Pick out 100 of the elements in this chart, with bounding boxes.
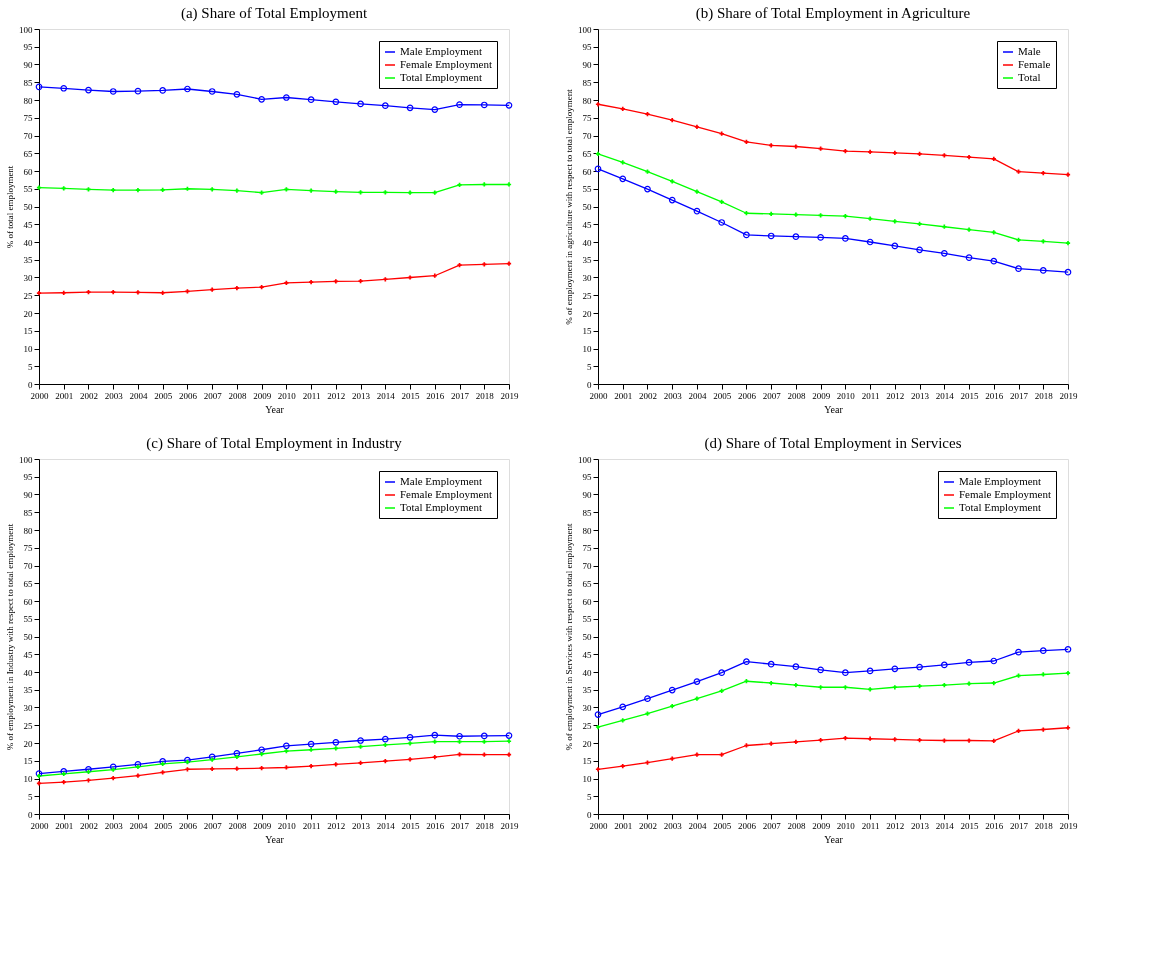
y-tick-label: 45 (582, 649, 592, 660)
point (1016, 169, 1021, 174)
point (432, 739, 437, 744)
point (86, 778, 91, 783)
point (866, 667, 874, 675)
y-tick-label: 35 (23, 685, 33, 696)
y-tick-label: 50 (23, 632, 33, 642)
point (965, 254, 973, 261)
y-tick-label: 90 (23, 490, 33, 500)
y-tick-label: 30 (582, 273, 592, 283)
point (480, 732, 488, 740)
point (718, 669, 726, 677)
x-tick-label: 2004 (688, 820, 707, 831)
point (693, 678, 701, 685)
legend-label: Female Employment (400, 488, 492, 500)
chart-title: (a) Share of Total Employment (180, 5, 368, 22)
point (381, 102, 389, 110)
point (867, 149, 873, 154)
y-tick-label: 40 (23, 237, 33, 248)
x-tick-label: 2007 (203, 390, 223, 401)
point (1041, 239, 1046, 244)
y-tick-label: 35 (582, 255, 592, 266)
point (991, 680, 996, 686)
point (184, 85, 191, 93)
point (817, 666, 824, 674)
x-tick-label: 2012 (327, 390, 346, 401)
point (668, 686, 676, 694)
point (210, 766, 215, 772)
point (916, 246, 923, 254)
point (109, 88, 117, 95)
x-tick-label: 2013 (352, 820, 371, 831)
point (744, 139, 749, 145)
point (135, 188, 141, 193)
legend-label: Male Employment (400, 45, 483, 57)
point (990, 657, 998, 665)
point (258, 746, 265, 754)
point (358, 760, 363, 765)
y-tick-label: 40 (582, 237, 592, 248)
x-tick-label: 2004 (129, 390, 148, 401)
y-tick-label: 85 (582, 507, 592, 518)
x-tick-label: 2018 (475, 390, 495, 401)
x-tick-label: 2004 (129, 820, 148, 831)
x-tick-label: 2014 (935, 390, 955, 401)
point (506, 182, 512, 187)
point (357, 100, 364, 108)
point (1016, 237, 1021, 242)
y-tick-label: 60 (582, 166, 592, 177)
point (358, 278, 363, 284)
point (1015, 265, 1022, 272)
point (595, 724, 601, 730)
x-tick-label: 2008 (228, 390, 247, 401)
point (85, 86, 92, 94)
y-tick-label: 50 (23, 202, 33, 212)
x-tick-label: 2010 (277, 820, 297, 831)
x-axis-title: Year (824, 833, 844, 845)
point (1065, 725, 1071, 730)
y-axis-title: % of employment in agriculture with respect to total employment (564, 88, 574, 325)
legend-label: Female Employment (959, 488, 1051, 500)
y-tick-label: 90 (582, 60, 592, 70)
y-tick-label: 10 (23, 774, 33, 784)
point (718, 219, 726, 226)
point (185, 760, 190, 765)
y-tick-label: 60 (23, 166, 33, 177)
x-tick-label: 2012 (886, 820, 905, 831)
point (619, 703, 627, 711)
x-tick-label: 2007 (762, 390, 782, 401)
point (966, 738, 972, 743)
point (1016, 728, 1021, 734)
point (719, 199, 724, 205)
x-tick-label: 2002 (638, 820, 657, 831)
point (1015, 648, 1022, 656)
y-tick-label: 70 (582, 131, 592, 141)
point (456, 732, 463, 740)
point (966, 681, 972, 686)
y-tick-label: 0 (28, 379, 33, 390)
x-tick-label: 2001 (614, 390, 633, 401)
x-tick-label: 2001 (614, 820, 633, 831)
y-tick-label: 15 (23, 756, 33, 767)
x-tick-label: 2003 (663, 390, 683, 401)
point (620, 160, 625, 165)
x-tick-label: 2008 (787, 820, 806, 831)
point (644, 695, 651, 702)
point (769, 680, 774, 686)
point (111, 188, 116, 193)
point (432, 755, 437, 760)
point (694, 752, 700, 757)
x-tick-label: 2009 (812, 390, 831, 401)
point (991, 156, 996, 162)
point (283, 742, 290, 750)
point (917, 684, 922, 689)
point (769, 211, 774, 217)
point (668, 196, 676, 204)
x-tick-label: 2019 (1059, 820, 1078, 831)
x-tick-label: 2002 (79, 820, 98, 831)
point (234, 754, 240, 759)
point (620, 106, 625, 111)
x-tick-label: 2010 (836, 820, 856, 831)
x-tick-label: 2009 (253, 820, 272, 831)
y-tick-label: 75 (23, 113, 33, 124)
point (744, 211, 749, 216)
